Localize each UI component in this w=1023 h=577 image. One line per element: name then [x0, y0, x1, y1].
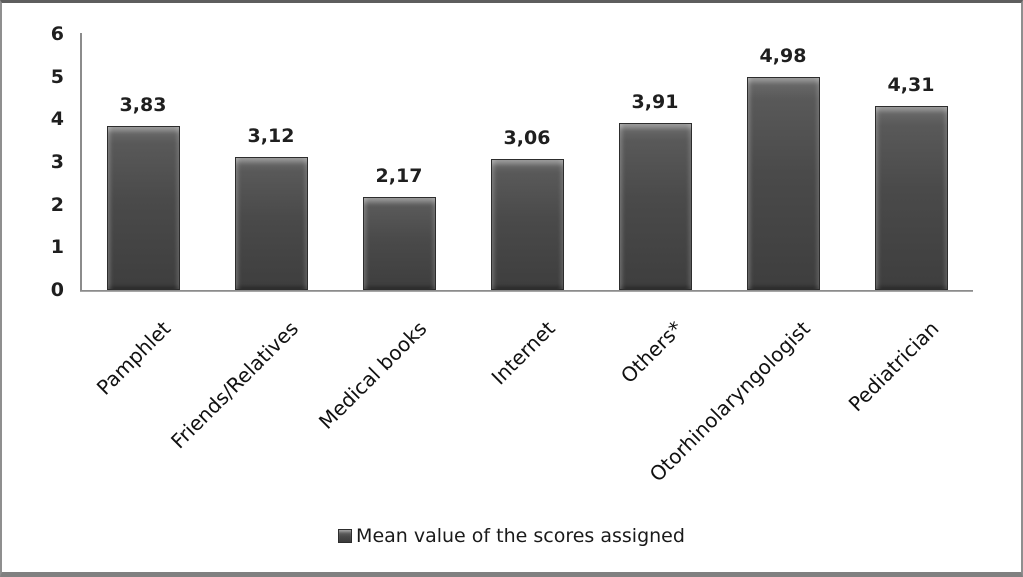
- bar: [490, 159, 564, 290]
- y-axis-line: [80, 33, 82, 292]
- bar: [618, 123, 692, 290]
- bar-value-label: 4,31: [887, 74, 935, 96]
- bar-value-label: 3,12: [247, 125, 295, 147]
- bar-value-label: 3,83: [119, 94, 167, 116]
- x-axis-line: [80, 290, 973, 292]
- bar: [362, 197, 436, 290]
- bar: [106, 126, 180, 290]
- legend: Mean value of the scores assigned: [2, 525, 1021, 547]
- x-category-label: Medical books: [313, 316, 432, 434]
- x-category-label: Pamphlet: [91, 316, 176, 400]
- x-category-label: Others*: [615, 316, 688, 388]
- bar-value-label: 2,17: [375, 165, 423, 187]
- y-tick-label: 4: [50, 108, 64, 131]
- y-tick-label: 1: [50, 236, 64, 259]
- y-tick-label: 5: [50, 65, 64, 88]
- bar: [746, 77, 820, 290]
- x-category-label: Pediatrician: [843, 316, 944, 417]
- x-category-label: Internet: [486, 316, 560, 390]
- bar: [874, 106, 948, 290]
- y-tick-label: 2: [50, 193, 64, 216]
- bar-chart: 0 1 2 3 4 5 6 3,83 3,12 2,17 3,06 3,91 4,98 4,31 Pam…: [2, 3, 1021, 572]
- legend-swatch-icon: [338, 529, 353, 543]
- bar: [234, 157, 308, 290]
- x-category-label: Friends/Relatives: [166, 316, 304, 454]
- y-tick-label: 6: [50, 22, 64, 45]
- legend-label: Mean value of the scores assigned: [356, 525, 685, 547]
- bar-value-label: 3,91: [631, 91, 679, 113]
- bar-value-label: 3,06: [503, 127, 551, 149]
- y-tick-label: 3: [50, 150, 64, 173]
- bar-value-label: 4,98: [759, 45, 807, 67]
- y-tick-label: 0: [50, 279, 64, 301]
